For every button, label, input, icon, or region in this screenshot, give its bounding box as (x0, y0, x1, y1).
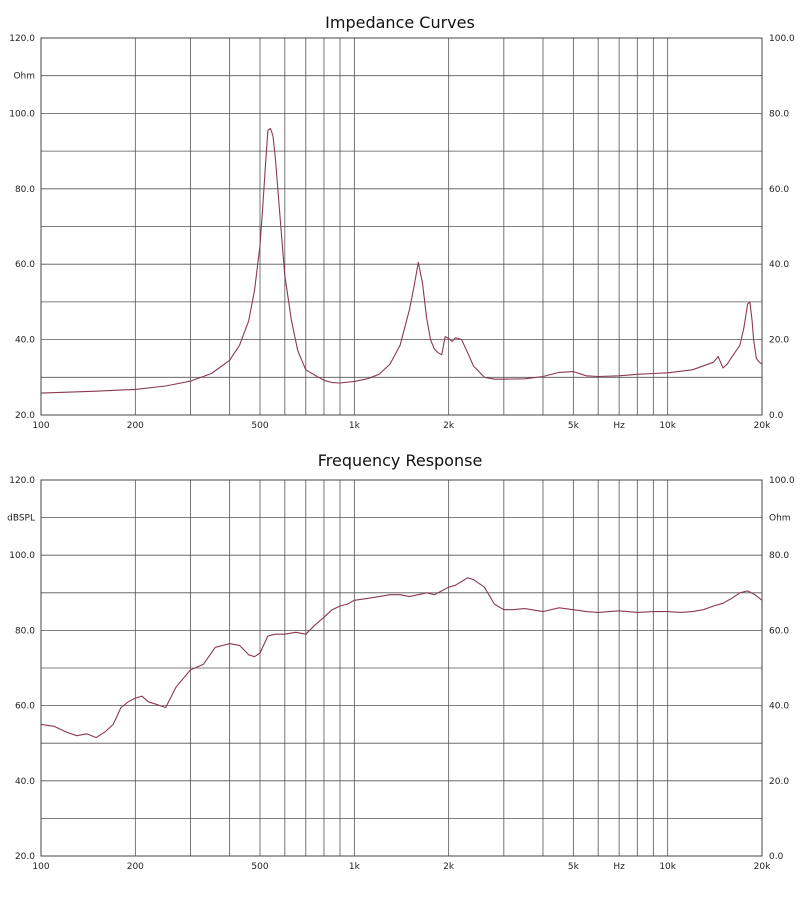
y-tick-label-left: 120.0 (9, 34, 35, 44)
x-tick-label: 10k (659, 862, 676, 872)
y-tick-label-left: 60.0 (15, 702, 35, 712)
y-tick-label-right: 80.0 (769, 109, 789, 119)
y-tick-label-left: 40.0 (15, 777, 35, 787)
x-tick-label: 1k (349, 862, 361, 872)
y-axis-unit-right: Ohm (769, 514, 791, 524)
grid (40, 479, 763, 857)
y-tick-label-left: 20.0 (15, 852, 35, 862)
x-tick-label: 500 (251, 862, 268, 872)
chart-title: Impedance Curves (325, 13, 475, 32)
x-tick-label: 20k (754, 421, 771, 431)
x-tick-label: Hz (613, 862, 625, 872)
x-tick-label: 500 (251, 421, 268, 431)
impedance-chart: 120.0 100.0 80.0 60.0 40.0 20.0 100.0 80.0 60.0 4… (9, 34, 795, 431)
y-tick-label-left: 60.0 (15, 260, 35, 270)
frequency-response-chart-panel: Frequency Response 120.0 100.0 80.0 60.0 40.… (0, 440, 800, 904)
y-tick-label-right: 0.0 (769, 852, 784, 862)
y-axis-unit-left: dBSPL (7, 514, 35, 524)
impedance-chart-panel: Impedance Curves 120.0 100.0 80.0 60.0 40.0 2… (0, 0, 800, 440)
y-tick-label-right: 40.0 (769, 702, 789, 712)
y-tick-label-right: 60.0 (769, 185, 789, 195)
y-tick-label-right: 0.0 (769, 411, 784, 421)
y-tick-label-left: 100.0 (9, 109, 35, 119)
y-tick-label-left: 20.0 (15, 411, 35, 421)
y-tick-label-right: 40.0 (769, 260, 789, 270)
x-tick-label: 2k (443, 421, 455, 431)
y-tick-label-left: 120.0 (9, 476, 35, 486)
series-line (40, 577, 763, 739)
x-tick-label: 5k (568, 862, 580, 872)
series-line (40, 127, 763, 394)
x-tick-label: Hz (613, 421, 625, 431)
y-axis-unit-left: Ohm (13, 72, 35, 82)
y-tick-label-right: 60.0 (769, 626, 789, 636)
y-tick-label-left: 100.0 (9, 551, 35, 561)
y-tick-label-right: 100.0 (769, 476, 795, 486)
x-tick-label: 10k (659, 421, 676, 431)
y-tick-label-right: 100.0 (769, 34, 795, 44)
y-tick-label-right: 80.0 (769, 551, 789, 561)
chart-title: Frequency Response (317, 451, 483, 470)
y-tick-label-left: 80.0 (15, 626, 35, 636)
y-tick-label-right: 20.0 (769, 777, 789, 787)
x-tick-label: 200 (127, 862, 144, 872)
x-tick-label: 200 (127, 421, 144, 431)
grid (40, 37, 763, 416)
y-tick-label-right: 20.0 (769, 336, 789, 346)
plot-frame (40, 37, 763, 416)
x-tick-label: 100 (32, 862, 49, 872)
plot-frame (40, 479, 763, 857)
x-tick-label: 5k (568, 421, 580, 431)
y-tick-label-left: 40.0 (15, 336, 35, 346)
x-tick-label: 20k (754, 862, 771, 872)
x-tick-label: 1k (349, 421, 361, 431)
x-tick-label: 2k (443, 862, 455, 872)
frequency-response-chart: 120.0 100.0 80.0 60.0 40.0 20.0 100.0 80.0 60.0 4… (7, 476, 795, 872)
x-tick-label: 100 (32, 421, 49, 431)
y-tick-label-left: 80.0 (15, 185, 35, 195)
